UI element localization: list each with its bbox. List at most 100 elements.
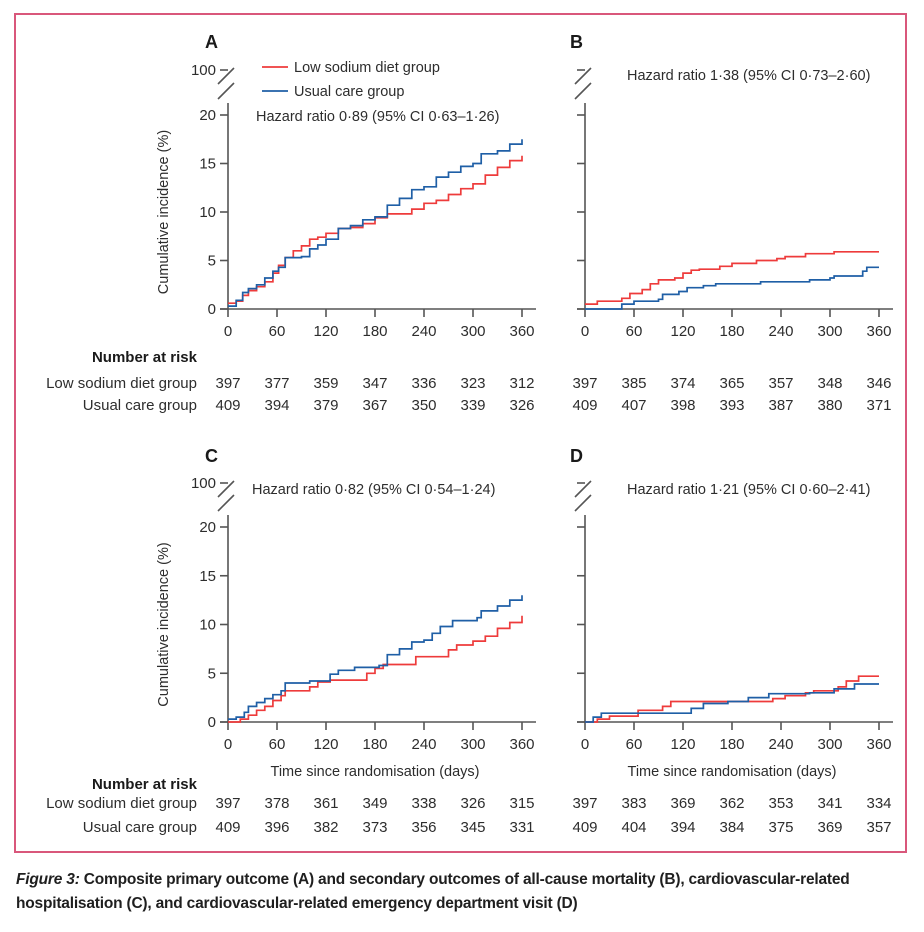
x-tick-label: 0: [224, 323, 232, 340]
risk-value: 312: [509, 375, 534, 392]
x-tick-label: 120: [313, 323, 338, 340]
y-tick-label: 100: [191, 475, 216, 492]
x-tick-label: 180: [362, 323, 387, 340]
risk-row-label: Usual care group: [83, 397, 197, 414]
x-tick-label: 240: [411, 323, 436, 340]
panel-a: A 0 5 10 15 20 100 0 60 120 180 240 300 360 Cumulative…: [46, 32, 536, 414]
risk-value: 409: [215, 397, 240, 414]
series-line-low-sodium: [228, 615, 523, 723]
risk-value: 369: [670, 795, 695, 812]
x-tick-label: 360: [866, 323, 891, 340]
x-tick-label: 120: [670, 323, 695, 340]
x-tick-label: 60: [626, 736, 643, 753]
axis-break-mark: [574, 494, 592, 512]
x-tick-label: 300: [817, 736, 842, 753]
risk-value: 323: [460, 375, 485, 392]
risk-value: 350: [411, 397, 436, 414]
risk-value: 357: [866, 819, 891, 836]
panel-d: D 0 60 120 180 240 300 360 Time since randomisat…: [570, 446, 893, 836]
risk-value: 357: [768, 375, 793, 392]
risk-value: 367: [362, 397, 387, 414]
panel-letter: A: [205, 32, 218, 52]
caption-text: Composite primary outcome (A) and second…: [16, 871, 850, 912]
series-line-usual-care: [585, 266, 879, 310]
y-tick-label: 10: [199, 617, 216, 634]
axis-break-mark: [574, 67, 592, 85]
y-tick-label: 0: [208, 714, 216, 731]
risk-value: 409: [572, 819, 597, 836]
x-tick-label: 240: [768, 736, 793, 753]
risk-value: 375: [768, 819, 793, 836]
panel-letter: D: [570, 446, 583, 466]
x-tick-label: 0: [224, 736, 232, 753]
risk-value: 382: [313, 819, 338, 836]
risk-value: 394: [264, 397, 289, 414]
series-line-low-sodium: [228, 155, 523, 305]
panel-c: C 0 5 10 15 20 100 0 60 120 180 240 300 360 Cumulative…: [46, 446, 536, 836]
risk-value: 407: [621, 397, 646, 414]
risk-value: 397: [572, 375, 597, 392]
x-tick-label: 0: [581, 736, 589, 753]
number-at-risk-heading: Number at risk: [92, 349, 198, 366]
figure-caption: Figure 3: Composite primary outcome (A) …: [16, 868, 911, 916]
risk-value: 365: [719, 375, 744, 392]
series-line-low-sodium: [585, 675, 879, 723]
axis-break-mark: [574, 82, 592, 100]
risk-value: 336: [411, 375, 436, 392]
y-tick-label: 5: [208, 253, 216, 270]
legend-label: Usual care group: [294, 84, 404, 100]
risk-value: 380: [817, 397, 842, 414]
hazard-ratio-label: Hazard ratio 0·89 (95% CI 0·63–1·26): [256, 109, 499, 125]
risk-value: 373: [362, 819, 387, 836]
risk-value: 334: [866, 795, 891, 812]
series-line-usual-care: [228, 139, 523, 307]
risk-value: 396: [264, 819, 289, 836]
risk-value: 346: [866, 375, 891, 392]
risk-value: 409: [215, 819, 240, 836]
x-tick-label: 300: [817, 323, 842, 340]
risk-value: 383: [621, 795, 646, 812]
risk-value: 387: [768, 397, 793, 414]
risk-value: 378: [264, 795, 289, 812]
risk-row-label: Usual care group: [83, 819, 197, 836]
x-tick-label: 360: [509, 736, 534, 753]
x-axis-title: Time since randomisation (days): [271, 764, 480, 780]
x-tick-label: 180: [719, 736, 744, 753]
risk-value: 326: [460, 795, 485, 812]
risk-value: 338: [411, 795, 436, 812]
risk-value: 397: [215, 375, 240, 392]
y-tick-label: 15: [199, 568, 216, 585]
risk-value: 393: [719, 397, 744, 414]
y-tick-label: 0: [208, 301, 216, 318]
risk-value: 377: [264, 375, 289, 392]
risk-value: 384: [719, 819, 744, 836]
y-tick-label: 15: [199, 156, 216, 173]
risk-value: 397: [215, 795, 240, 812]
legend-label: Low sodium diet group: [294, 60, 440, 76]
figure-frame: [14, 13, 907, 853]
x-tick-label: 180: [362, 736, 387, 753]
risk-value: 361: [313, 795, 338, 812]
panel-b: B 0 60 120 180 240 300 360 Hazard ratio 1·38 (95…: [570, 32, 893, 414]
panel-letter: B: [570, 32, 583, 52]
panel-letter: C: [205, 446, 218, 466]
risk-value: 374: [670, 375, 695, 392]
series-line-low-sodium: [585, 250, 879, 305]
y-tick-label: 5: [208, 665, 216, 682]
x-tick-label: 300: [460, 323, 485, 340]
x-axis-title: Time since randomisation (days): [628, 764, 837, 780]
x-tick-label: 180: [719, 323, 744, 340]
y-axis-title: Cumulative incidence (%): [156, 130, 172, 294]
hazard-ratio-label: Hazard ratio 1·21 (95% CI 0·60–2·41): [627, 482, 870, 498]
caption-label: Figure 3:: [16, 871, 80, 888]
risk-value: 409: [572, 397, 597, 414]
risk-value: 369: [817, 819, 842, 836]
risk-value: 356: [411, 819, 436, 836]
hazard-ratio-label: Hazard ratio 0·82 (95% CI 0·54–1·24): [252, 482, 495, 498]
axis-break-mark: [217, 67, 235, 85]
x-tick-label: 120: [670, 736, 695, 753]
risk-value: 353: [768, 795, 793, 812]
x-tick-label: 300: [460, 736, 485, 753]
risk-value: 345: [460, 819, 485, 836]
risk-value: 359: [313, 375, 338, 392]
